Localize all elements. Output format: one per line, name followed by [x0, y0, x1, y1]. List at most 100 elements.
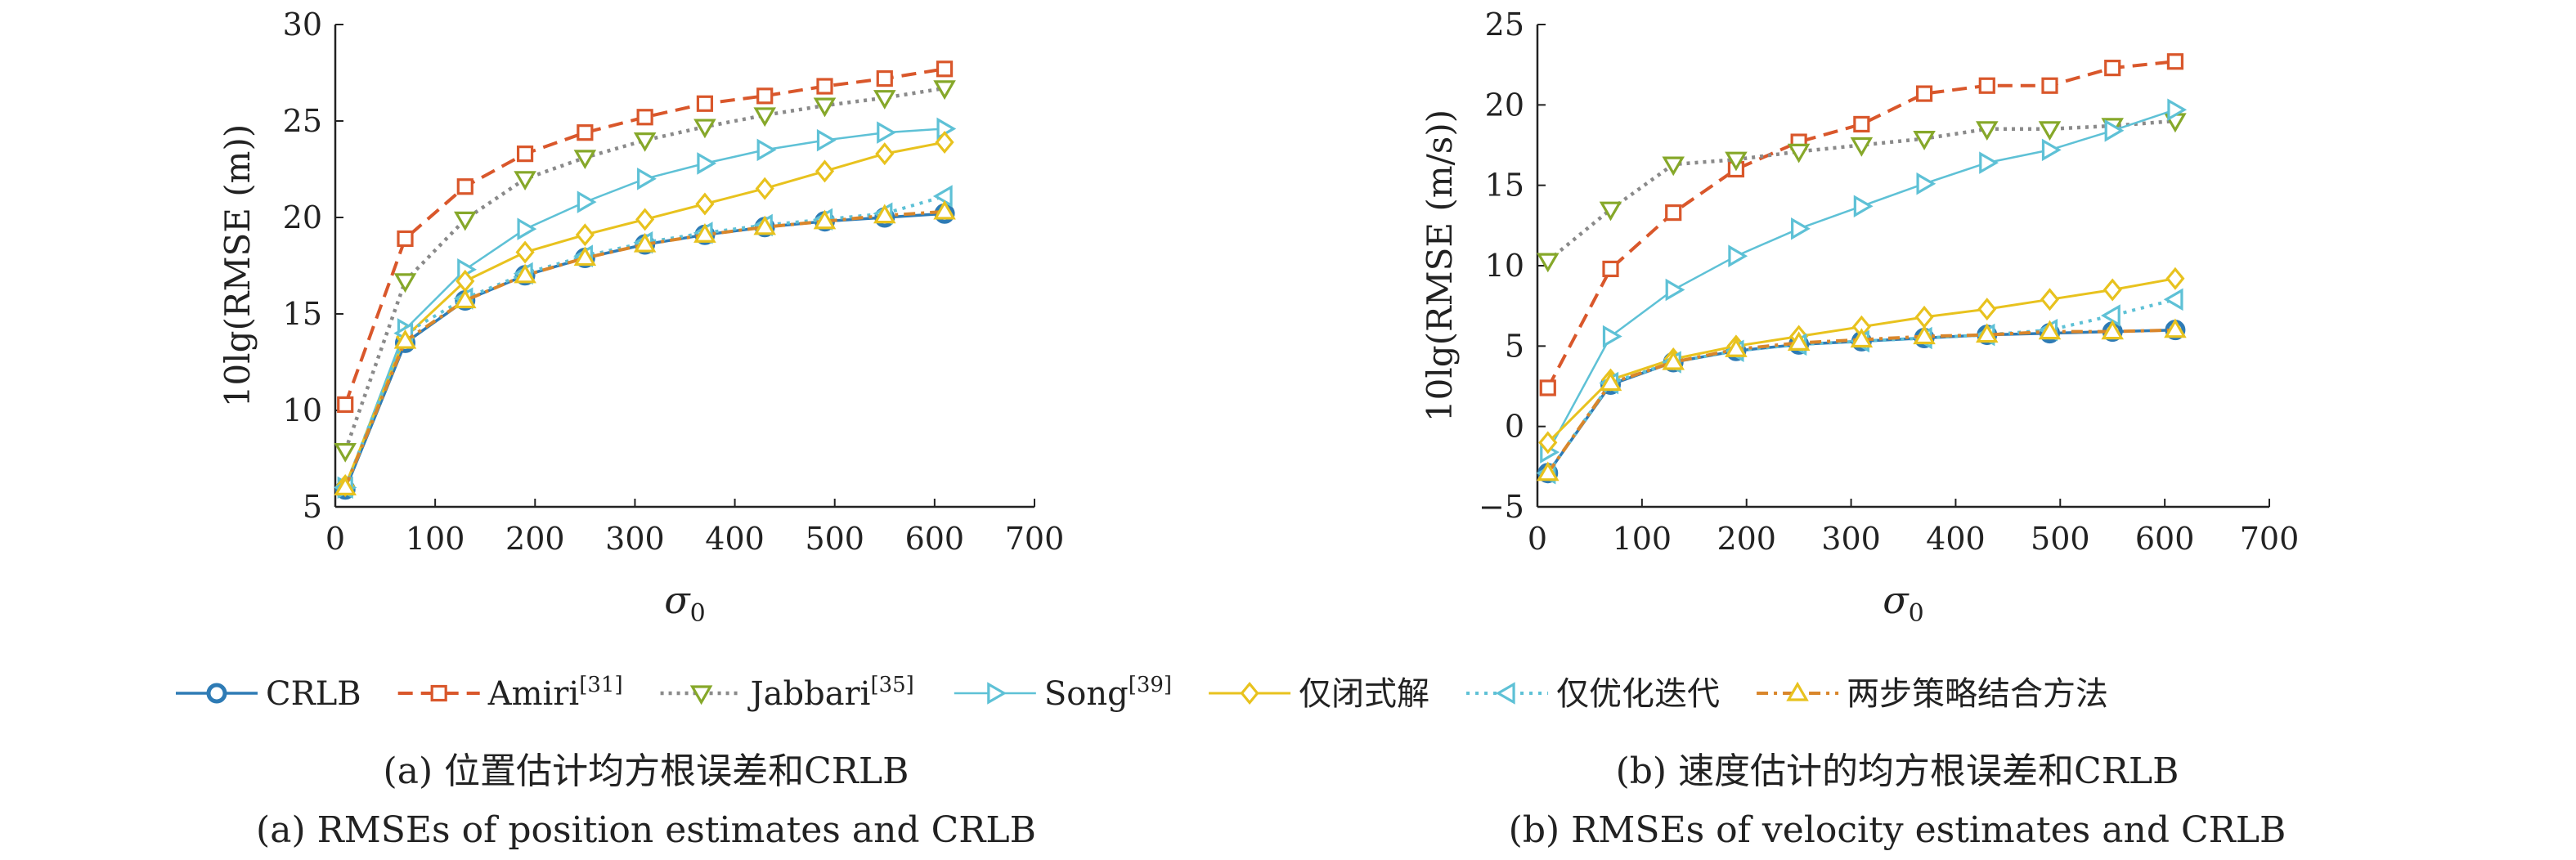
series-line	[343, 86, 945, 452]
x-tick-label: 700	[1005, 521, 1065, 557]
data-point	[933, 199, 956, 220]
x-tick-label: 200	[1717, 521, 1776, 557]
y-tick-label: 10	[283, 392, 322, 428]
data-point	[1978, 77, 1995, 94]
data-point	[873, 204, 896, 224]
data-point	[1728, 244, 1748, 267]
data-point	[334, 442, 357, 463]
y-tick-label: 25	[1485, 7, 1524, 43]
series-4	[337, 117, 957, 499]
y-tick-label: 10	[1485, 248, 1524, 284]
data-point	[1916, 172, 1936, 195]
data-point	[2104, 59, 2121, 77]
data-point	[697, 152, 717, 175]
data-point	[1977, 298, 1997, 321]
data-point	[515, 240, 535, 264]
x-tick-label: 600	[905, 521, 965, 557]
series-line	[1546, 60, 2176, 389]
data-point	[876, 69, 893, 87]
data-point	[2165, 267, 2185, 290]
x-tick-label: 0	[325, 521, 345, 557]
data-point	[1537, 253, 1560, 273]
data-point	[2104, 119, 2125, 142]
legend-label: 两步策略结合方法	[1847, 675, 2108, 713]
data-point	[2038, 121, 2062, 141]
x-tick-label: 300	[605, 521, 665, 557]
x-tick-label: 200	[505, 521, 565, 557]
data-point	[877, 121, 896, 144]
data-point	[573, 150, 597, 170]
data-point	[932, 185, 953, 208]
data-point	[1850, 137, 1874, 157]
legend-item-6: 仅优化迭代	[1466, 675, 1720, 713]
data-point	[2167, 98, 2188, 122]
y-tick-label: 20	[283, 199, 322, 235]
data-point	[1662, 350, 1685, 370]
series-7	[1537, 318, 2187, 482]
data-point	[1662, 156, 1685, 177]
data-point	[2103, 278, 2122, 302]
y-axis-label: 10lg(RMSE (m/s))	[1420, 110, 1460, 422]
series-line	[1546, 119, 2176, 262]
x-tick-label: 100	[406, 521, 465, 557]
data-point	[1913, 325, 1936, 345]
y-tick-label: 30	[283, 7, 322, 43]
legend-marker	[1240, 681, 1259, 705]
series-line	[1546, 328, 2175, 474]
data-point	[337, 396, 354, 414]
data-point	[1537, 461, 1560, 482]
series-5	[335, 130, 954, 498]
data-point	[696, 95, 714, 112]
data-point	[635, 208, 655, 231]
data-point	[1539, 379, 1556, 396]
data-point	[753, 107, 776, 128]
caption-b-en: (b) RMSEs of velocity estimates and CRLB	[1509, 809, 2287, 851]
x-tick-label: 300	[1821, 521, 1881, 557]
data-point	[2038, 320, 2062, 340]
data-point	[816, 128, 837, 152]
data-point	[517, 217, 537, 240]
data-point	[1665, 204, 1682, 222]
data-point	[753, 215, 776, 235]
legend-marker	[1495, 682, 1515, 705]
data-point	[2041, 138, 2062, 162]
legend-label: Song[39]	[1044, 673, 1172, 713]
series-4	[1540, 98, 2188, 464]
y-tick-label: 0	[1505, 409, 1524, 445]
data-point	[1850, 328, 1874, 348]
x-tick-label: 700	[2240, 521, 2300, 557]
y-tick-label: 25	[283, 103, 322, 139]
caption-a-cn: (a) 位置估计均方根误差和CRLB	[384, 750, 909, 792]
series-line	[343, 212, 945, 490]
x-tick-label: 600	[2135, 521, 2195, 557]
data-point	[454, 289, 477, 309]
data-point	[1602, 325, 1622, 348]
data-point	[756, 87, 774, 105]
data-point	[1599, 371, 1622, 392]
data-point	[573, 246, 597, 267]
data-point	[633, 232, 657, 253]
data-point	[575, 223, 595, 247]
data-point	[1976, 121, 1999, 141]
series-2	[337, 60, 954, 414]
legend-item-3: Jabbari[35]	[660, 673, 914, 713]
data-point	[393, 273, 417, 293]
y-tick-label: 5	[1505, 328, 1524, 364]
data-point	[813, 209, 837, 230]
legend-label: Jabbari[35]	[747, 673, 914, 713]
data-point	[397, 230, 414, 248]
data-point	[1853, 195, 1874, 218]
data-point	[1853, 115, 1870, 133]
caption-b-cn: (b) 速度估计的均方根误差和CRLB	[1616, 750, 2179, 792]
data-point	[1725, 338, 1748, 357]
data-point	[1538, 431, 1558, 455]
data-point	[695, 192, 715, 216]
y-tick-label: −5	[1479, 489, 1524, 525]
y-axis-label: 10lg(RMSE (m))	[218, 124, 258, 408]
data-point	[693, 119, 716, 139]
data-point	[1599, 201, 1622, 222]
series-line	[343, 141, 945, 486]
data-point	[2166, 53, 2184, 70]
